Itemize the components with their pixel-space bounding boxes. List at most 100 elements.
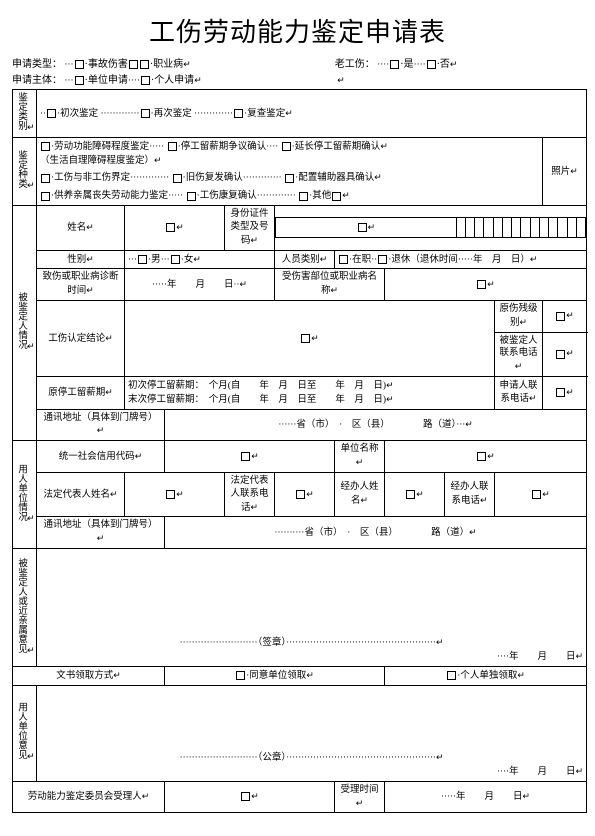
first-appraisal-checkbox[interactable] [47,109,56,118]
op2-seal: （公章） [258,753,287,763]
k-c3-cb[interactable] [299,192,308,201]
sex-label: 性别 [37,250,125,269]
op2-cell[interactable]: ··························（公章）··········… [37,685,587,781]
retire-cb[interactable] [378,255,387,264]
old-injury-label: 老工伤： [335,59,375,70]
injury-unit-field[interactable] [385,269,587,301]
p-addr-label: 通讯地址（具体到门牌号） [37,409,165,441]
orig-level-label: 原伤残级别 [495,300,543,332]
doc-opt2-cb[interactable] [447,671,456,680]
self-apply-checkbox[interactable] [141,76,150,85]
k-c3b[interactable] [332,192,341,201]
unit-apply-label: 单位申请 [88,75,128,86]
accident-label: 事故伤害 [88,59,128,70]
header-row-2: 申请主体： ····单位申请·····个人申请 [12,73,583,89]
k-c2: 工伤康复确认 [200,191,257,201]
again-appraisal-checkbox[interactable] [141,109,150,118]
review-appraisal-label: 复查鉴定 [247,109,285,119]
op1-cell[interactable]: ··························（签章）··········… [37,548,587,666]
cat-vlabel: 鉴定类别 [13,90,37,138]
name-label: 姓名 [37,206,125,250]
diag-time-field[interactable]: ·····年 月 日·· [125,269,275,301]
leave-last: 末次停工留薪期： 个月(自 年 月 日至 年 月 日) [128,395,386,405]
k-b1: 工伤与非工伤界定 [54,173,130,183]
person-vlabel: 被鉴定人情况 [13,206,37,441]
agent-field[interactable] [385,472,445,516]
tel1-field[interactable] [543,332,587,376]
conclude-label: 工伤认定结论 [37,300,125,376]
doc-opt1-cb[interactable] [236,671,245,680]
p-addr-field[interactable]: ······省（市） · 区（县） 路（道）··· [165,409,587,441]
cb2[interactable] [129,60,138,69]
unit-name-field[interactable] [385,441,587,473]
male-cb[interactable] [138,255,147,264]
id-label: 身份证件类型及号码 [225,206,275,250]
k-b1-cb[interactable] [41,174,50,183]
photo-cell: 照片 [543,137,587,205]
retire-date: 年 月 日） [473,255,530,265]
op1-sign: （签章） [258,638,287,648]
credit-field[interactable] [165,441,335,473]
rtime-field[interactable]: ·····年 月 日 [385,781,587,813]
kind-row-1: ·劳动功能障碍程度鉴定····· ·停工留薪期争议确认···· ·延长停工留薪期… [37,137,543,169]
kind-row-2: ·工伤与非工伤界定············· ·旧伤复发确认··········… [37,169,543,187]
onjob-cb[interactable] [339,255,348,264]
conclude-field[interactable] [125,300,495,376]
disease-label: 职业病 [153,59,183,70]
legal-label: 法定代表人姓名 [37,472,125,516]
orig-level-field[interactable] [543,300,587,332]
female-label: 女 [184,255,194,265]
tel2-field[interactable] [543,377,587,410]
k-a3: 延长停工留薪期确认 [295,142,381,152]
unit-name-label: 单位名称 [335,441,385,473]
k-a1: 劳动功能障碍程度鉴定 [54,142,149,152]
retire-label: 退休（退休时间 [391,255,458,265]
k-c3: 其他 [312,191,331,201]
female-cb[interactable] [171,255,180,264]
k-c2-cb[interactable] [187,192,196,201]
k-b2-cb[interactable] [173,174,182,183]
op1-date: 年 月 日 [509,652,576,662]
agent-tel-field[interactable] [495,472,587,516]
main-table: 鉴定类别 ···初次鉴定 ··············再次鉴定 ········… [12,89,587,813]
k-b2: 旧伤复发确认 [186,173,243,183]
doc-method-label: 文书领取方式 [13,666,165,685]
id-grid[interactable] [275,206,587,250]
k-a2: 停工留薪期争议确认 [181,142,267,152]
k-b3-cb[interactable] [285,174,294,183]
agent-tel-label: 经办人联系电话 [445,472,495,516]
rtime-label: 受理时间 [335,781,385,813]
e-addr-field[interactable]: ··········省（市） · 区（县） 路（道） [165,517,587,549]
first-appraisal-label: 初次鉴定 [60,109,98,119]
injury-unit-label: 受伤害部位或职业病名称 [275,269,385,301]
agent-label: 经办人姓名 [335,472,385,516]
legal-tel-field[interactable] [275,472,335,516]
staff-type-field: ·在职···退休（退休时间·····年 月 日） [335,250,587,269]
yes-checkbox[interactable] [390,60,399,69]
name-field[interactable] [125,206,225,250]
apply-type-label: 申请类型： [12,59,62,70]
op1-vlabel: 被鉴定人或近亲属意见 [13,548,37,666]
legal-field[interactable] [125,472,225,516]
k-a2-cb[interactable] [168,142,177,151]
leave-first: 初次停工留薪期： 个月(自 年 月 日至 年 月 日) [128,381,386,391]
unit-apply-checkbox[interactable] [75,76,84,85]
legal-tel-label: 法定代表人联系电话 [225,472,275,516]
k-a1-cb[interactable] [41,142,50,151]
no-checkbox[interactable] [427,60,436,69]
again-appraisal-label: 再次鉴定 [154,109,192,119]
onjob-label: 在职 [352,255,371,265]
k-a3-cb[interactable] [282,142,291,151]
kind-vlabel: 鉴定种类 [13,137,37,205]
k-c1-cb[interactable] [41,192,50,201]
apply-body-label: 申请主体： [12,75,62,86]
cb3[interactable] [140,60,149,69]
receiver-field[interactable] [165,781,335,813]
accident-checkbox[interactable] [75,60,84,69]
k-c1: 供养亲属丧失劳动能力鉴定 [54,191,168,201]
emp-vlabel: 用人单位情况 [13,441,37,549]
review-appraisal-checkbox[interactable] [234,109,243,118]
cat-cell: ···初次鉴定 ··············再次鉴定 ·············… [37,90,587,138]
staff-type-label: 人员类别 [275,250,335,269]
sex-field: ····男····女 [125,250,275,269]
